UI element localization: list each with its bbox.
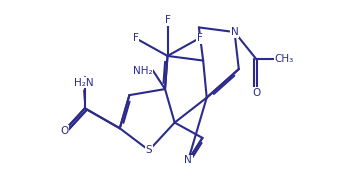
Text: O: O [252, 88, 261, 98]
Text: F: F [197, 33, 203, 43]
Text: N: N [231, 27, 239, 37]
Text: NH₂: NH₂ [133, 65, 153, 76]
Text: O: O [60, 126, 68, 136]
Text: F: F [132, 33, 138, 43]
Text: S: S [146, 145, 152, 155]
Text: H₂N: H₂N [74, 78, 94, 88]
Text: O: O [60, 126, 68, 136]
Text: N: N [184, 155, 192, 165]
Text: CH₃: CH₃ [274, 55, 293, 64]
Text: F: F [165, 15, 170, 25]
